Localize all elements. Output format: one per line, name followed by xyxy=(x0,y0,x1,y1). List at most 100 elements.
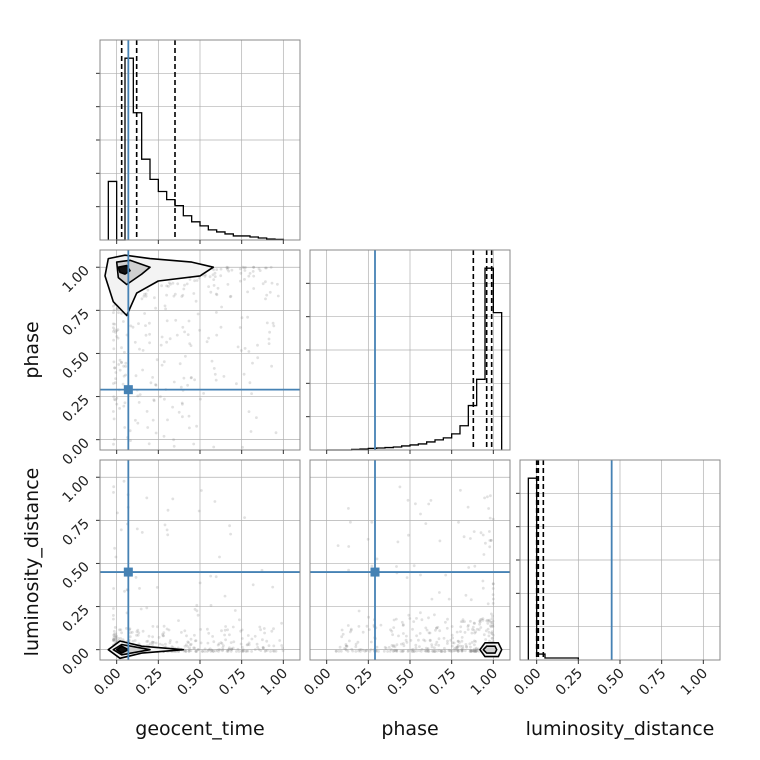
sample-point xyxy=(255,416,258,419)
sample-point xyxy=(137,631,141,635)
sample-point xyxy=(151,643,154,646)
sample-point xyxy=(214,575,218,579)
sample-point xyxy=(255,642,259,646)
sample-point xyxy=(473,650,476,653)
sample-point xyxy=(274,431,278,435)
sample-point xyxy=(472,621,476,625)
sample-point xyxy=(200,489,203,492)
sample-point xyxy=(443,650,447,653)
sample-point xyxy=(486,627,490,631)
sample-point xyxy=(171,497,175,501)
sample-point xyxy=(241,445,244,449)
sample-point xyxy=(435,626,438,630)
sample-point xyxy=(211,635,215,638)
sample-point xyxy=(486,618,490,622)
sample-point xyxy=(189,376,193,380)
sample-point xyxy=(112,304,115,308)
sample-point xyxy=(142,294,146,298)
sample-point xyxy=(410,650,414,653)
sample-point xyxy=(177,410,181,414)
sample-point xyxy=(194,299,198,303)
sample-point xyxy=(417,638,420,642)
sample-point xyxy=(474,650,477,653)
sample-point xyxy=(473,639,476,643)
sample-point xyxy=(238,267,242,271)
sample-point xyxy=(389,648,393,651)
sample-point xyxy=(195,603,199,607)
sample-point xyxy=(383,645,387,649)
sample-point xyxy=(165,528,169,532)
sample-point xyxy=(226,628,230,632)
sample-point xyxy=(118,358,122,362)
sample-point xyxy=(468,650,472,653)
sample-point xyxy=(145,606,149,610)
sample-point xyxy=(225,649,229,653)
sample-point xyxy=(426,649,430,653)
sample-point xyxy=(141,629,145,633)
sample-point xyxy=(114,555,118,559)
sample-point xyxy=(115,335,119,338)
ytick-label-2: 0.50 xyxy=(59,559,92,592)
sample-point xyxy=(400,620,404,624)
sample-point xyxy=(261,638,264,642)
sample-point xyxy=(367,615,370,619)
sample-point xyxy=(174,318,178,322)
sample-point xyxy=(246,634,250,637)
sample-point xyxy=(192,292,196,295)
sample-point xyxy=(475,649,478,653)
sample-point xyxy=(122,374,126,378)
sample-point xyxy=(246,290,250,294)
sample-point xyxy=(433,613,436,617)
sample-point xyxy=(240,316,244,320)
sample-point xyxy=(480,617,483,621)
sample-point xyxy=(425,628,429,632)
sample-point xyxy=(439,650,443,653)
sample-point xyxy=(145,496,149,500)
sample-point xyxy=(123,401,127,405)
sample-point xyxy=(466,505,470,509)
sample-point xyxy=(456,644,460,647)
sample-point xyxy=(486,602,490,606)
xtick-label-0: 0.00 xyxy=(301,666,334,699)
sample-point xyxy=(117,636,120,640)
sample-point xyxy=(424,649,428,653)
sample-point xyxy=(412,649,416,653)
sample-point xyxy=(453,647,456,650)
sample-point xyxy=(216,643,220,647)
sample-point xyxy=(195,650,199,653)
sample-point xyxy=(243,516,247,519)
sample-point xyxy=(469,649,472,653)
sample-point xyxy=(280,621,283,625)
sample-point xyxy=(220,629,223,633)
sample-point xyxy=(464,593,468,597)
sample-point xyxy=(148,642,152,646)
sample-point xyxy=(455,646,459,649)
sample-point xyxy=(439,649,443,653)
sample-point xyxy=(164,307,168,311)
sample-point xyxy=(281,649,285,653)
sample-point xyxy=(116,328,120,332)
sample-point xyxy=(238,618,241,622)
sample-point xyxy=(461,644,465,648)
sample-point xyxy=(155,358,159,362)
sample-point xyxy=(483,496,486,500)
sample-point xyxy=(138,587,141,590)
sample-point xyxy=(391,633,394,637)
sample-point xyxy=(207,285,211,288)
sample-point xyxy=(472,649,476,653)
sample-point xyxy=(361,630,365,634)
sample-point xyxy=(212,649,215,653)
sample-point xyxy=(428,639,432,643)
sample-point xyxy=(354,642,358,646)
sample-point xyxy=(221,646,225,650)
sample-point xyxy=(443,649,447,653)
sample-point xyxy=(119,628,123,632)
sample-point xyxy=(121,382,125,386)
sample-point xyxy=(136,633,140,637)
sample-point xyxy=(463,649,467,653)
sample-point xyxy=(213,372,217,376)
sample-point xyxy=(203,650,207,653)
sample-point xyxy=(261,646,265,650)
sample-point xyxy=(209,290,213,294)
sample-point xyxy=(184,354,187,358)
